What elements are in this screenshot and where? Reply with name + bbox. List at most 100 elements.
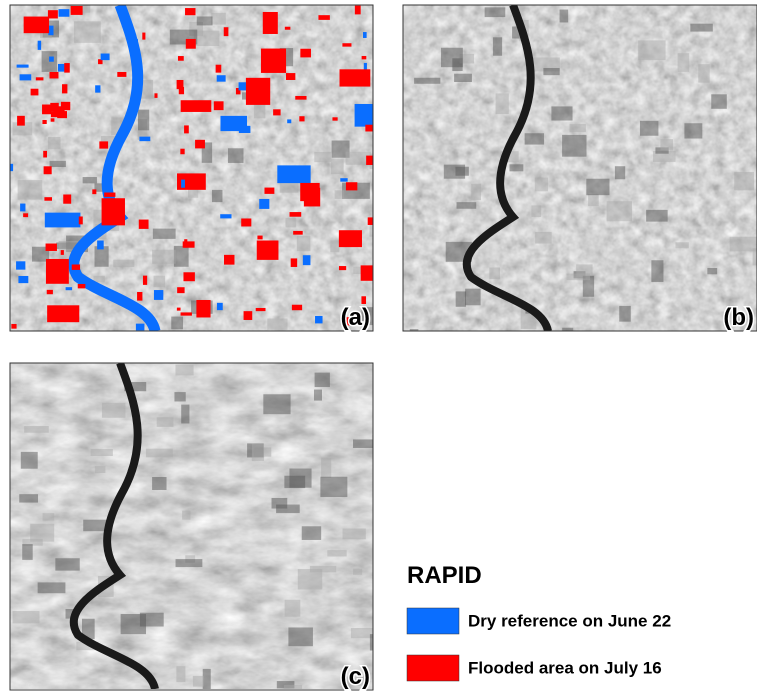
flood-patch [142,33,145,40]
flood-patch [195,140,205,149]
flood-patch [139,137,150,142]
field [566,274,590,281]
flood-patch [259,199,269,209]
field [152,250,176,264]
flood-patch [181,100,212,112]
field [138,110,149,131]
field [153,229,176,239]
field [263,394,290,414]
field [174,392,185,401]
field [586,179,609,195]
flood-patch [143,276,147,285]
flood-patch [355,104,384,127]
flood-patch [339,266,346,270]
flood-patch [178,56,184,61]
figure: RAPID (a)(b)(c)Dry reference on June 22F… [0,0,757,696]
field [619,306,631,322]
flood-patch [66,287,72,290]
field [102,403,125,418]
field [297,236,311,251]
flood-patch [224,27,229,36]
field [212,190,222,202]
flood-patch [340,69,371,86]
flood-patch [11,324,16,329]
flood-patch [181,180,185,188]
field [535,178,548,192]
flood-patch [61,250,64,255]
field [175,365,193,376]
flood-patch [78,284,86,288]
flood-patch [99,141,108,148]
field [531,205,541,217]
field [74,21,101,43]
flood-patch [79,216,83,224]
flood-patch [184,239,187,247]
field [95,466,106,473]
field [414,78,440,84]
field [55,558,79,570]
flood-patch [184,125,189,133]
field [285,218,296,228]
field [456,291,466,306]
panel-label: (a) [341,304,370,331]
flood-patch [46,259,69,284]
flood-patch [257,240,279,259]
field [289,469,311,488]
field [678,53,690,72]
flood-patch [50,103,58,112]
flood-patch [139,220,149,229]
field [331,158,344,174]
flood-patch [300,49,311,58]
field [252,444,264,461]
flood-patch [38,41,41,50]
field [267,319,287,330]
field [302,526,321,540]
flood-patch [217,303,223,310]
flood-patch [23,213,28,217]
flood-patch [92,189,96,194]
field [18,180,43,199]
flood-patch [220,214,231,218]
flood-patch [290,212,302,217]
flood-patch [217,75,226,81]
field [607,201,632,221]
flood-patch [286,73,295,80]
flood-patch [300,183,319,201]
flood-patch [64,63,70,73]
flood-patch [18,276,28,283]
field [335,190,345,199]
flood-patch [97,241,104,250]
field [38,582,66,593]
panel-label: (c) [341,663,370,690]
field [50,161,66,167]
field [543,68,559,75]
field [570,124,586,132]
flood-patch [20,204,25,212]
flood-patch [257,236,262,240]
field [551,106,572,120]
field [154,276,166,288]
field [43,513,55,520]
flood-patch [361,296,366,304]
flood-patch [42,105,51,115]
flood-patch [241,218,251,226]
field [13,611,40,623]
field [698,64,709,82]
sar-image-panel [10,363,389,696]
flood-patch [95,85,100,92]
flood-patch [185,8,195,15]
flood-patch [256,308,266,311]
field [314,152,331,162]
field [211,13,225,25]
field [321,458,331,478]
field [181,405,189,424]
panel-label: (b) [723,304,754,331]
flood-patch [342,43,351,46]
field [176,559,203,567]
flood-patch [42,120,46,124]
legend-label: Dry reference on June 22 [468,611,671,630]
legend-swatch [407,608,459,634]
flood-patch [46,244,57,251]
flood-patch [31,89,39,96]
flood-patch [59,9,70,17]
